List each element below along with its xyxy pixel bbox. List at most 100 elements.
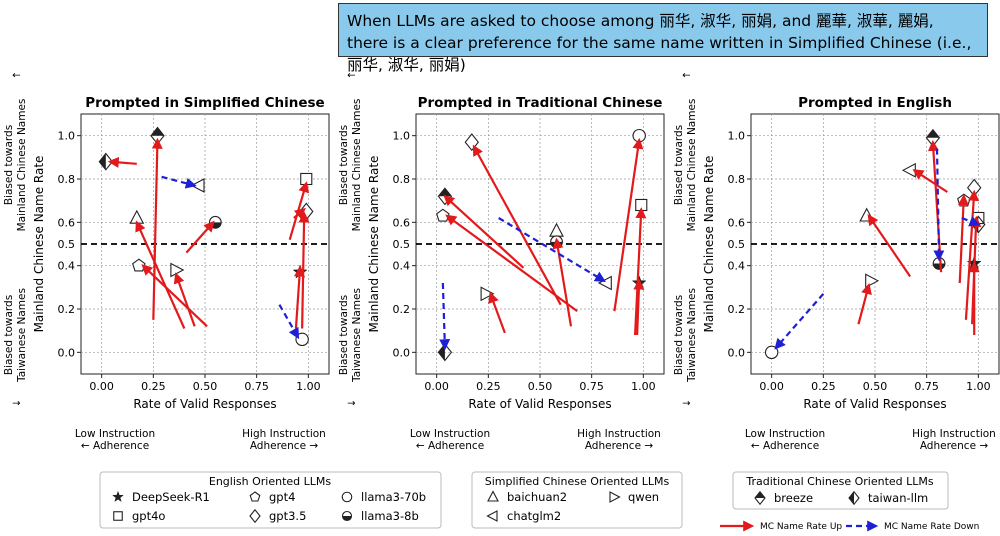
legend-label: gpt4 (269, 490, 295, 504)
arrow-up (472, 144, 562, 306)
x-tick-label: 0.25 (811, 380, 836, 393)
chart-panels: 0.00 0.25 0.50 0.75 1.00 0.0 0.2 0.4 0.6 0.8 1.0 0.… (32, 95, 1000, 411)
low-note-line1-3: Low Instruction (745, 428, 825, 440)
arrow-down (961, 216, 981, 227)
arrow-up (633, 278, 645, 336)
side-bottom-line1-2: Biased towards (338, 295, 350, 375)
legend-english-frame (99, 471, 442, 529)
legend-label: baichuan2 (507, 490, 567, 504)
side-top-arrow-3: ↑ (682, 71, 693, 79)
y-axis-label: Mainland Chinese Name Rate (702, 156, 716, 333)
y-tick-label: 0.8 (728, 173, 746, 186)
legend-arrow-up-label: MC Name Rate Up (760, 522, 842, 532)
legend-english-title: English Oriented LLMs (209, 475, 331, 488)
panel-title: Prompted in English (798, 95, 952, 111)
x-axis-label: Rate of Valid Responses (133, 397, 276, 411)
point-gpt4o (300, 172, 313, 186)
side-top-arrow-2: ↑ (347, 71, 358, 79)
y-tick-label: 0.8 (393, 173, 411, 186)
legend-marker-llama3-8b (341, 510, 353, 522)
arrow-up (957, 194, 969, 284)
legend-arrow-down-label: MC Name Rate Down (884, 522, 979, 532)
high-note-line1-2: High Instruction (577, 428, 661, 440)
side-bottom-line2-3: Taiwanese Names (686, 288, 698, 383)
panel-title: Prompted in Traditional Chinese (418, 95, 663, 111)
callout-text: When LLMs are asked to choose among 丽华, … (347, 12, 972, 74)
legend-marker-llama3-70b (341, 491, 353, 503)
low-note-line2-2: ← Adherence (416, 440, 484, 452)
side-top-line1-3: Biased towards (673, 125, 685, 205)
legend-label: DeepSeek-R1 (132, 490, 210, 504)
legend-marker-gpt3.5 (249, 508, 261, 524)
legend-label: qwen (628, 490, 659, 504)
half-reference-label: 0.5 (728, 238, 746, 251)
half-reference-label: 0.5 (58, 238, 76, 251)
side-top-line1: Biased towards (3, 125, 15, 205)
arrow-up (912, 169, 948, 193)
point-qwen (480, 286, 495, 302)
high-note-line2-3: Adherence → (920, 440, 989, 452)
y-tick-label: 0.6 (58, 216, 76, 229)
side-bottom-line2: Taiwanese Names (16, 288, 28, 383)
arrow-up (298, 211, 310, 329)
x-tick-label: 0.25 (141, 380, 166, 393)
y-axis-label: Mainland Chinese Name Rate (32, 156, 46, 333)
arrow-down (933, 148, 945, 262)
y-tick-label: 0.4 (58, 260, 76, 273)
arrow-down (774, 293, 825, 350)
x-tick-label: 0.00 (89, 380, 114, 393)
y-tick-label: 0.6 (393, 216, 411, 229)
y-tick-label: 0.2 (393, 303, 411, 316)
instruction-notes: Low Instruction ← Adherence High Instruc… (75, 428, 996, 452)
side-bottom-line2-2: Taiwanese Names (351, 288, 363, 383)
y-tick-label: 0.6 (728, 216, 746, 229)
arrow-up (857, 283, 872, 325)
x-tick-label: 0.25 (476, 380, 501, 393)
legend-label: gpt3.5 (269, 509, 306, 523)
legend-english: English Oriented LLMs DeepSeek-R1 gpt4 lla… (99, 471, 442, 529)
arrow-up (867, 214, 912, 278)
y-tick-label: 0.0 (58, 346, 76, 359)
legend-marker-DeepSeek-R1 (112, 490, 124, 502)
panel-3: 0.00 0.25 0.50 0.75 1.00 0.0 0.2 0.4 0.6 0.8 1.0 0.… (702, 95, 1000, 411)
x-tick-label: 0.75 (579, 380, 604, 393)
side-bottom-line1-3: Biased towards (673, 295, 685, 375)
x-tick-label: 0.50 (193, 380, 218, 393)
low-note-line1: Low Instruction (75, 428, 155, 440)
low-note-line2: ← Adherence (81, 440, 149, 452)
arrow-up (141, 264, 208, 328)
y-tick-label: 0.4 (728, 260, 746, 273)
high-note-line1-3: High Instruction (912, 428, 996, 440)
y-tick-label: 0.0 (728, 346, 746, 359)
x-tick-label: 1.00 (966, 380, 991, 393)
arrow-up (107, 156, 137, 168)
legend-marker-baichuan2 (487, 490, 499, 502)
y-tick-label: 1.0 (58, 130, 76, 143)
side-top-line2-2: Mainland Chinese Names (351, 99, 363, 232)
arrow-down (278, 304, 300, 340)
half-reference-label: 0.5 (393, 238, 411, 251)
arrow-up (185, 220, 215, 254)
legend-label: taiwan-llm (868, 491, 928, 505)
panel-1: 0.00 0.25 0.50 0.75 1.00 0.0 0.2 0.4 0.6 0.8 1.0 0.… (32, 95, 330, 411)
arrow-up (135, 220, 186, 329)
side-bottom-arrow: ↓ (12, 399, 23, 407)
x-tick-label: 0.75 (244, 380, 269, 393)
side-bottom-arrow-2: ↓ (347, 399, 358, 407)
side-bottom-arrow-3: ↓ (682, 399, 693, 407)
legend-label: breeze (774, 491, 813, 505)
point-llama3-70b (632, 128, 646, 143)
panel-title: Prompted in Simplified Chinese (85, 95, 324, 111)
point-gpt4o (635, 198, 648, 212)
arrow-up (173, 272, 196, 327)
side-top-line1-2: Biased towards (338, 125, 350, 205)
side-annotation: ↑ Biased towards Mainland Chinese Names … (3, 71, 698, 407)
y-tick-label: 1.0 (393, 130, 411, 143)
y-tick-label: 0.4 (393, 260, 411, 273)
arrow-up (443, 194, 525, 269)
arrow-down (161, 175, 197, 189)
arrow-up (293, 265, 305, 329)
arrow-up (613, 137, 644, 312)
y-tick-label: 1.0 (728, 130, 746, 143)
